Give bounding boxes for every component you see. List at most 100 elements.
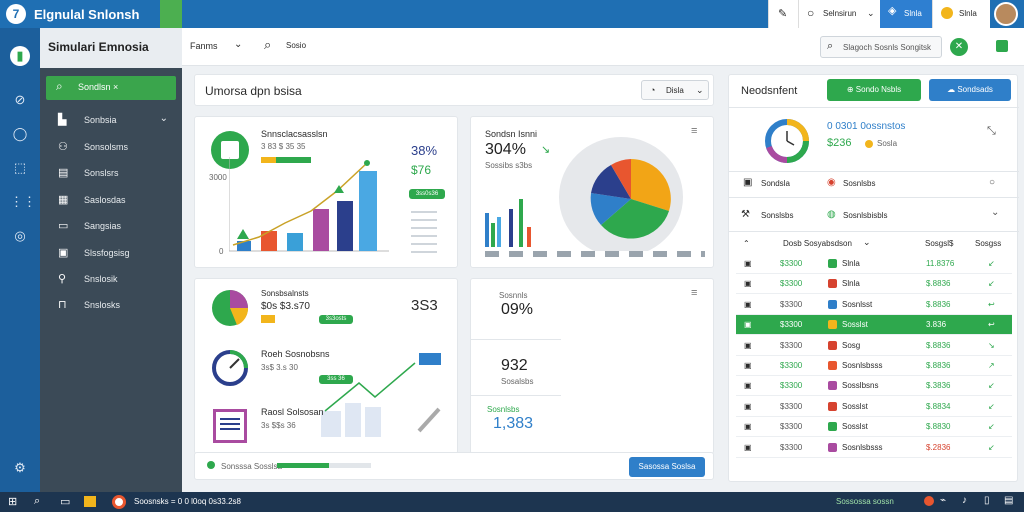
row-amount: $3300 — [780, 259, 803, 268]
footer-action-button[interactable]: Sasossa Soslsa — [629, 457, 705, 477]
card-subtitle-3: 3s $$s 36 — [261, 421, 296, 430]
battery-icon[interactable]: ▯ — [984, 495, 990, 506]
avatar[interactable] — [994, 2, 1018, 26]
network-icon[interactable]: ⌁ — [940, 495, 947, 506]
chat-icon[interactable]: ◯ — [12, 126, 28, 141]
legend-strip — [261, 157, 311, 163]
nav-item-5[interactable]: ▭ Sangsias — [58, 220, 122, 232]
nav-item-3[interactable]: ▤ Sonslsrs — [58, 167, 119, 179]
table-row[interactable]: ▣ $3300 Sosslst $.8834 ↙ — [736, 397, 1012, 417]
column-header-2[interactable]: Sosgsl$ — [925, 239, 954, 248]
sort-icon[interactable]: ⌃ — [743, 239, 750, 248]
column-header-1[interactable]: Dosb Sosyabsdson — [783, 239, 852, 248]
selector-dropdown[interactable]: ○ Selnsirun ⌄ — [798, 0, 880, 28]
record-icon[interactable] — [924, 496, 934, 506]
grid-icon: ▣ — [744, 401, 752, 411]
circle-icon[interactable]: ○ — [989, 177, 996, 188]
primary-action-button[interactable]: ⊕ Sondo Nsbls — [827, 79, 921, 101]
globe-icon[interactable]: ◎ — [14, 228, 26, 243]
trend-point — [364, 160, 370, 166]
nav-item-8[interactable]: ⊓ Snslosks — [58, 299, 121, 311]
row-amount: $3300 — [780, 279, 803, 289]
settings-icon[interactable]: ⚙ — [14, 460, 26, 475]
table-row[interactable]: ▣ $3300 Sosnlsst $.8836 ↩ — [736, 295, 1012, 315]
menu-icon[interactable]: ≡ — [691, 287, 698, 299]
table-row[interactable]: ▣ $3300 Slnla 11.8376 ↙ — [736, 254, 1012, 274]
filter-dropdown[interactable]: Fanms — [190, 41, 218, 51]
nav-search-button[interactable]: ⌕ Sondlsn × — [46, 76, 176, 100]
table-row[interactable]: ▣ $3300 Sosslbsns $.3836 ↙ — [736, 376, 1012, 397]
chevron-down-icon: ⌄ — [863, 237, 871, 247]
nav-item-6[interactable]: ▣ Slssfogsisg — [58, 247, 130, 259]
pie-slice-4 — [591, 165, 631, 199]
stat-badge: 3ss0s36 — [409, 189, 445, 199]
marker-up-2 — [334, 185, 344, 193]
row-name: Slnla — [842, 259, 860, 268]
compass-icon[interactable]: ⊘ — [14, 92, 26, 107]
trend-arrow-icon: ↩ — [988, 299, 995, 309]
folder-icon[interactable] — [84, 496, 96, 507]
nav-item-4[interactable]: ▦ Saslosdas — [58, 194, 126, 206]
badge-yellow — [261, 315, 275, 323]
card-subtitle: 3 83 $ 35 35 — [261, 142, 306, 151]
row-value: 11.8376 — [926, 259, 955, 268]
table-row[interactable]: ▣ $3300 Sosg $.8836 ↘ — [736, 336, 1012, 356]
notifications-icon[interactable]: ▤ — [1004, 495, 1014, 506]
info-label-3: Sonslsbs — [761, 211, 794, 220]
search-input[interactable]: ⌕ Slagoch Sosnls Songitsk — [820, 36, 942, 58]
row-value: $.8836 — [926, 361, 951, 370]
search-link[interactable]: Sosio — [286, 41, 307, 50]
nav-item-2[interactable]: ⚇ Sonsolsms — [58, 141, 129, 153]
item-icon — [828, 422, 837, 432]
panel-title: Neodsnfent — [741, 85, 798, 97]
table-row[interactable]: ▣ $3300 Slnla $.8836 ↙ — [736, 274, 1012, 295]
volume-icon[interactable]: ♪ — [962, 495, 967, 506]
nav-item-7[interactable]: ⚲ Snslosik — [58, 273, 118, 285]
stat-c-label: Sosnlsbs — [487, 405, 520, 414]
stat-a-label: Sosnnls — [499, 291, 528, 300]
table-row[interactable]: ▣ $3300 Sosnlsbsss $.2836 ↙ — [736, 438, 1012, 458]
frame-icon[interactable]: ⬚ — [13, 160, 27, 175]
accent-tab — [160, 0, 182, 28]
app-title: Elgnulal Snlonsh — [34, 7, 140, 22]
card-subtitle: $0s $3.s70 — [261, 301, 310, 312]
item-icon — [828, 381, 837, 391]
row-amount: $3300 — [780, 442, 803, 452]
image-icon: ▣ — [744, 361, 752, 370]
trend-line — [232, 162, 368, 246]
browser-icon[interactable] — [112, 495, 126, 509]
nav-item-1[interactable]: ▙ Sonbsia ⌄ — [58, 113, 168, 126]
row-name: Sosslbsns — [842, 381, 879, 391]
column-header-3[interactable]: Sosgss — [975, 239, 1002, 248]
user-menu[interactable]: Slnla — [932, 0, 990, 28]
grid-icon[interactable]: ⋮⋮ — [10, 194, 36, 209]
main-title-bar: Umorsa dpn bsisa ◔ Disla ⌄ — [194, 74, 714, 106]
edit-icon-button[interactable]: ✎ — [768, 0, 798, 28]
menu-icon[interactable]: ≡ — [691, 125, 698, 137]
row-name: Sosslst — [842, 422, 868, 432]
search-icon[interactable]: ⌕ — [34, 495, 41, 507]
info-label-4: Sosnlsbisbls — [843, 211, 888, 220]
bar-6 — [359, 171, 377, 251]
table-row[interactable]: ▣ $3300 Sosslst $.8830 ↙ — [736, 417, 1012, 438]
row-value: $.8836 — [926, 279, 951, 289]
expand-icon[interactable]: ⤡ — [987, 125, 996, 137]
secondary-action-button[interactable]: ☁ Sondsads — [929, 79, 1011, 101]
tab-slnla[interactable]: ◈ Slnla — [880, 0, 932, 28]
y-axis-zero: 0 — [219, 247, 224, 256]
notification-icon[interactable] — [996, 40, 1008, 52]
item-icon — [828, 340, 837, 350]
task-view-icon[interactable]: ▭ — [60, 496, 71, 508]
chevron-down-icon[interactable]: ⌄ — [991, 207, 1000, 218]
row-amount: $3300 — [780, 299, 803, 309]
close-icon[interactable]: ✕ — [950, 38, 968, 56]
sort-icon: ▣ — [744, 259, 752, 268]
item-icon — [828, 259, 837, 268]
chart-icon[interactable]: ▮ — [10, 46, 30, 66]
card-title: Sonsbsalnsts — [261, 289, 309, 298]
table-row[interactable]: ▣ $3300 Sosslst 3.836 ↩ — [736, 315, 1012, 336]
period-dropdown[interactable]: ◔ Disla ⌄ — [641, 80, 709, 100]
badge-green: 3s3osts — [319, 315, 353, 324]
table-row[interactable]: ▣ $3300 Sosnlsbsss $.8836 ↗ — [736, 356, 1012, 376]
start-icon[interactable]: ⊞ — [8, 496, 18, 508]
